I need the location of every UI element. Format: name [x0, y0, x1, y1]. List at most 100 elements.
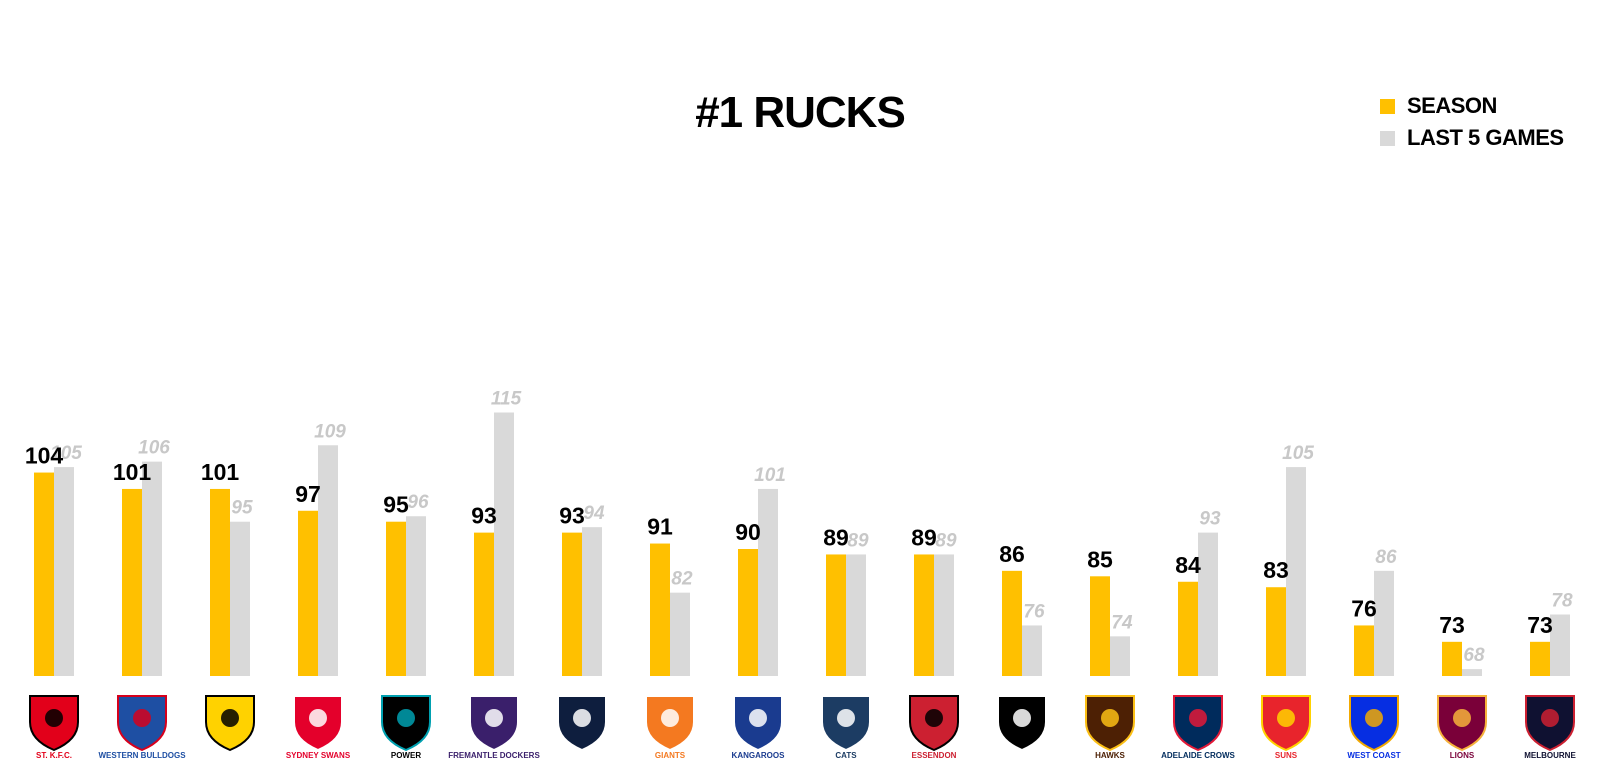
western-bulldogs-logo: WESTERN BULLDOGS [98, 695, 186, 760]
legend-item-last-5-games: LAST 5 GAMES [1380, 122, 1564, 154]
bar-last-5-games-melbourne [1550, 614, 1570, 676]
group-gws-giants: 82 91 GIANTS [645, 514, 695, 760]
port-adelaide-power-logo-text: POWER [391, 751, 421, 760]
richmond-tigers-logo [205, 695, 255, 752]
label-season-sydney-swans: 97 [295, 481, 321, 507]
legend-swatch-last-5-games [1380, 130, 1395, 146]
group-fremantle-dockers: 115 93 FREMANTLE DOCKERS [448, 389, 540, 761]
label-last-5-games-western-bulldogs: 106 [138, 438, 170, 459]
essendon-logo: ESSENDON [909, 695, 959, 760]
label-last-5-games-melbourne: 78 [1551, 591, 1573, 612]
label-last-5-games-north-melbourne-kangaroos: 101 [754, 465, 786, 486]
bar-last-5-games-brisbane-lions [1462, 669, 1482, 676]
label-last-5-games-st-kilda: 105 [50, 443, 82, 464]
label-last-5-games-port-adelaide: 96 [407, 492, 429, 513]
legend-item-season: SEASON [1380, 90, 1564, 122]
bar-last-5-games-carlton [582, 527, 602, 676]
label-season-adelaide-crows: 84 [1175, 552, 1201, 578]
geelong-cats-logo: CATS [821, 695, 871, 760]
bar-season-western-bulldogs [122, 488, 142, 676]
label-last-5-games-richmond: 95 [231, 498, 253, 519]
bar-season-gws-giants [650, 543, 670, 676]
label-last-5-games-adelaide-crows: 93 [1199, 509, 1221, 530]
label-season-port-adelaide: 95 [383, 492, 409, 518]
kangaroos-logo: KANGAROOS [732, 695, 785, 760]
bar-last-5-games-richmond [230, 521, 250, 676]
bar-season-north-melbourne-kangaroos [738, 549, 758, 676]
hawthorn-hawks-logo-text: HAWKS [1095, 751, 1125, 760]
bar-season-melbourne [1530, 641, 1550, 676]
brisbane-lions-logo: LIONS [1437, 695, 1487, 760]
geelong-cats-logo-text: CATS [835, 751, 857, 760]
melbourne-logo-text: MELBOURNE [1524, 751, 1576, 760]
bar-last-5-games-west-coast [1374, 570, 1394, 676]
label-season-gws-giants: 91 [647, 514, 673, 540]
label-season-western-bulldogs: 101 [113, 459, 152, 485]
bar-season-sydney-swans [298, 510, 318, 676]
group-brisbane-lions: 68 73 LIONS [1437, 612, 1487, 760]
bar-last-5-games-sydney-swans [318, 445, 338, 676]
label-last-5-games-brisbane-lions: 68 [1463, 645, 1485, 666]
port-adelaide-power-logo: POWER [381, 695, 431, 760]
bar-last-5-games-north-melbourne-kangaroos [758, 488, 778, 676]
label-last-5-games-west-coast: 86 [1375, 547, 1397, 568]
essendon-logo-text: ESSENDON [912, 751, 957, 760]
bar-last-5-games-essendon [934, 554, 954, 676]
west-coast-eagles-logo-text: WEST COAST [1347, 751, 1400, 760]
fremantle-dockers-logo: FREMANTLE DOCKERS [448, 695, 540, 760]
group-sydney-swans: 109 97 SYDNEY SWANS [286, 421, 351, 760]
group-gold-coast-suns: 105 83 SUNS [1261, 443, 1314, 760]
legend: SEASON LAST 5 GAMES [1380, 90, 1564, 154]
bar-season-gold-coast-suns [1266, 587, 1286, 676]
bar-last-5-games-western-bulldogs [142, 461, 162, 676]
group-hawthorn-hawks: 74 85 HAWKS [1085, 546, 1135, 760]
label-last-5-games-fremantle-dockers: 115 [491, 389, 522, 410]
adelaide-crows-logo: ADELAIDE CROWS [1161, 695, 1236, 760]
bar-last-5-games-hawthorn-hawks [1110, 636, 1130, 676]
bar-season-richmond [210, 488, 230, 676]
label-season-richmond: 101 [201, 459, 240, 485]
label-season-gold-coast-suns: 83 [1263, 557, 1289, 583]
label-last-5-games-hawthorn-hawks: 74 [1111, 612, 1133, 633]
label-last-5-games-geelong-cats: 89 [847, 530, 869, 551]
melbourne-logo: MELBOURNE [1524, 695, 1576, 760]
label-season-st-kilda: 104 [25, 443, 64, 469]
bar-season-essendon [914, 554, 934, 676]
fremantle-dockers-logo-text: FREMANTLE DOCKERS [448, 751, 540, 760]
label-season-hawthorn-hawks: 85 [1087, 546, 1113, 572]
label-last-5-games-carlton: 94 [583, 503, 605, 524]
gws-giants-logo: GIANTS [645, 695, 695, 760]
bar-season-port-adelaide [386, 521, 406, 676]
bar-last-5-games-geelong-cats [846, 554, 866, 676]
bar-last-5-games-fremantle-dockers [494, 412, 514, 676]
group-collingwood: 76 86 [997, 541, 1047, 752]
label-season-geelong-cats: 89 [823, 524, 849, 550]
west-coast-eagles-logo: WEST COAST [1347, 695, 1401, 760]
bar-last-5-games-collingwood [1022, 625, 1042, 676]
bar-last-5-games-port-adelaide [406, 516, 426, 676]
brisbane-lions-logo-text: LIONS [1450, 751, 1475, 760]
gws-giants-logo-text: GIANTS [655, 751, 686, 760]
bar-season-west-coast [1354, 625, 1374, 676]
group-richmond: 95 101 [201, 459, 255, 752]
label-last-5-games-gws-giants: 82 [671, 569, 693, 590]
bar-season-adelaide-crows [1178, 581, 1198, 676]
legend-label-last-5-games: LAST 5 GAMES [1407, 125, 1564, 150]
bar-season-collingwood [1002, 570, 1022, 676]
hawthorn-hawks-logo: HAWKS [1085, 695, 1135, 760]
bar-last-5-games-adelaide-crows [1198, 532, 1218, 676]
bar-last-5-games-gold-coast-suns [1286, 467, 1306, 676]
group-west-coast: 86 76 WEST COAST [1347, 547, 1400, 760]
group-north-melbourne-kangaroos: 101 90 KANGAROOS [732, 465, 786, 760]
adelaide-crows-logo-text: ADELAIDE CROWS [1161, 751, 1235, 760]
bar-last-5-games-gws-giants [670, 592, 690, 676]
label-last-5-games-essendon: 89 [935, 530, 957, 551]
label-season-collingwood: 86 [999, 541, 1025, 567]
chart-title: #1 RUCKS [695, 88, 906, 137]
bar-season-brisbane-lions [1442, 641, 1462, 676]
